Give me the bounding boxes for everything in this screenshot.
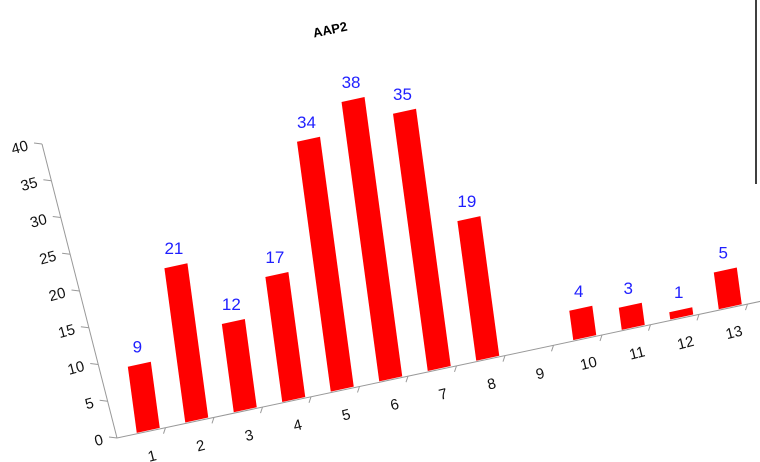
- data-labels: 92112173438351943151: [133, 73, 728, 357]
- x-tick-mark: [163, 427, 166, 434]
- bar: [265, 272, 306, 402]
- x-tick-label: 11: [628, 343, 647, 363]
- y-tick-label: 5: [83, 395, 95, 414]
- x-tick-mark: [357, 386, 360, 393]
- y-axis-ticks: 0 5 10 15 20 25 30 35 40: [10, 137, 118, 450]
- y-tick-label: 30: [28, 211, 49, 232]
- data-label: 35: [393, 85, 412, 104]
- bar: [297, 136, 354, 392]
- y-tick-label: 35: [19, 174, 40, 195]
- x-axis-ticks: 1234567891011121314: [146, 303, 748, 462]
- y-tick-mark: [99, 399, 108, 402]
- x-tick-label: 6: [389, 396, 401, 415]
- y-tick-mark: [108, 436, 118, 439]
- x-tick-label: 9: [534, 365, 546, 384]
- y-tick-mark: [90, 363, 99, 365]
- x-tick-mark: [308, 396, 312, 403]
- data-label: 1: [674, 283, 683, 302]
- bar: [569, 305, 597, 341]
- bar: [127, 361, 160, 433]
- data-label: 19: [457, 192, 476, 211]
- y-tick-label: 40: [10, 137, 31, 158]
- bar: [669, 307, 694, 320]
- bars: [127, 97, 742, 433]
- x-tick-label: 1: [146, 447, 158, 462]
- x-tick-label: 5: [340, 406, 352, 425]
- x-tick-mark: [211, 417, 215, 424]
- y-tick-label: 20: [47, 284, 68, 305]
- y-tick-label: 15: [56, 321, 77, 342]
- data-label: 17: [265, 248, 284, 267]
- x-tick-label: 2: [195, 437, 207, 456]
- data-label: 12: [222, 295, 241, 314]
- y-tick-mark: [62, 252, 71, 255]
- y-tick-mark: [43, 179, 52, 182]
- data-label: 5: [719, 244, 728, 263]
- y-tick-mark: [80, 326, 89, 329]
- data-label: 9: [133, 338, 142, 357]
- x-axis-line: [116, 300, 760, 439]
- x-tick-label: 12: [676, 333, 696, 354]
- y-tick-label: 25: [38, 248, 59, 269]
- bar: [393, 108, 451, 372]
- chart-title: AAP2: [312, 19, 349, 41]
- y-tick-mark: [52, 216, 61, 218]
- x-tick-label: 4: [292, 416, 304, 435]
- bar: [457, 216, 500, 361]
- bar: [164, 263, 209, 423]
- data-label: 4: [574, 282, 583, 301]
- bar: [221, 319, 257, 413]
- bar: [618, 302, 645, 330]
- bar: [713, 267, 742, 310]
- data-label: 3: [624, 279, 633, 298]
- x-tick-label: 7: [437, 385, 449, 404]
- x-tick-label: 8: [486, 375, 498, 394]
- y-tick-mark: [71, 289, 80, 292]
- x-tick-mark: [454, 365, 457, 373]
- x-tick-mark: [405, 376, 409, 383]
- x-tick-mark: [260, 406, 263, 414]
- data-label: 34: [297, 113, 316, 132]
- x-tick-mark: [502, 355, 506, 362]
- bar: [341, 97, 403, 382]
- x-tick-mark: [599, 334, 603, 342]
- y-tick-label: 10: [66, 358, 87, 379]
- x-tick-label: 13: [724, 323, 744, 344]
- data-label: 21: [164, 239, 183, 258]
- x-tick-mark: [648, 324, 651, 331]
- data-label: 38: [342, 73, 361, 92]
- y-tick-label: 0: [93, 431, 105, 450]
- x-tick-label: 3: [243, 427, 255, 446]
- x-tick-mark: [745, 303, 748, 311]
- y-tick-mark: [33, 142, 43, 145]
- x-tick-mark: [696, 314, 700, 321]
- x-tick-mark: [551, 345, 554, 352]
- x-tick-label: 10: [579, 354, 599, 375]
